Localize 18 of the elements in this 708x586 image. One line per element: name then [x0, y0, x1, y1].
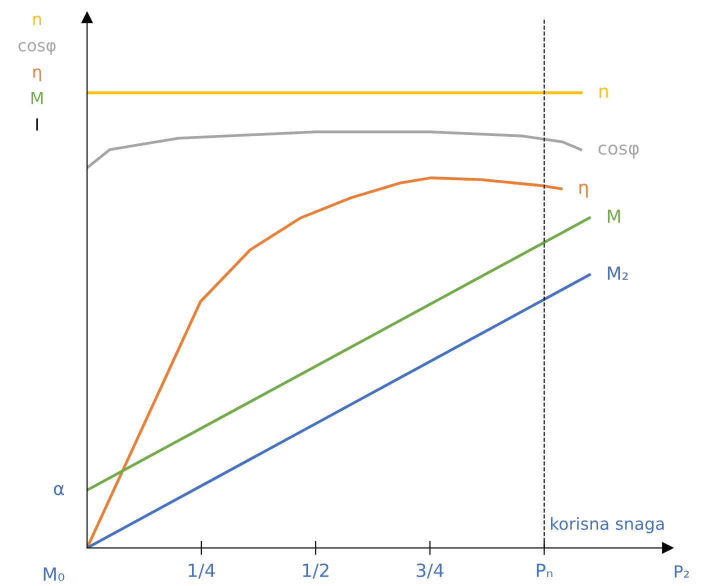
text: cosφ — [18, 42, 56, 55]
text: n — [33, 16, 41, 25]
text: I — [36, 118, 38, 131]
x-tick-label: 1/4 — [188, 564, 215, 579]
annotation: α — [54, 484, 64, 496]
ref-line-label: korisna snaga — [551, 517, 664, 534]
series-label: M₂ — [608, 266, 628, 280]
x-tick-label: 3/4 — [416, 564, 444, 579]
series-label: n — [600, 88, 608, 98]
x-tick-label: 1/2 — [303, 564, 328, 579]
x-axis-title: P₂ — [674, 565, 689, 578]
series-label: M — [608, 210, 620, 223]
text: η — [33, 68, 41, 82]
x-tick-label: Pₙ — [536, 564, 552, 577]
annotation: M₀ — [44, 568, 64, 581]
series-label: η — [579, 184, 588, 198]
series-label: cosφ — [598, 144, 639, 158]
text: M — [32, 92, 43, 104]
